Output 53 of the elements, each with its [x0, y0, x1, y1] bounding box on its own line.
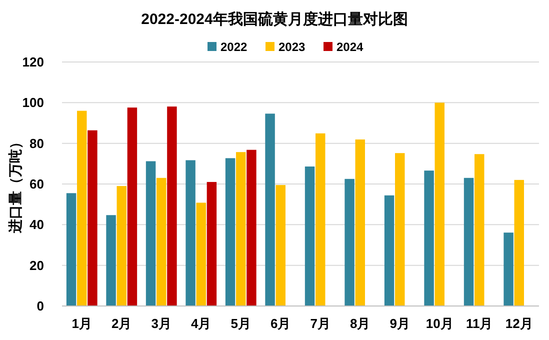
legend-label: 2024 — [336, 40, 364, 54]
bar — [474, 154, 484, 306]
x-tick-label: 10月 — [426, 316, 454, 331]
y-tick-label: 120 — [22, 54, 44, 70]
bar — [276, 185, 286, 306]
x-tick-label: 6月 — [270, 316, 291, 331]
bar — [156, 178, 166, 306]
bar — [66, 193, 76, 306]
bar — [504, 232, 514, 306]
bar — [355, 139, 365, 306]
y-tick-label: 0 — [36, 298, 44, 314]
bar — [77, 110, 87, 306]
bar — [88, 130, 98, 306]
bar — [186, 160, 196, 306]
bar — [225, 158, 236, 306]
x-tick-label: 2月 — [112, 316, 132, 331]
bar — [246, 150, 256, 306]
y-tick-label: 40 — [30, 217, 44, 232]
y-tick-label: 100 — [22, 95, 44, 110]
bar — [196, 202, 206, 306]
x-tick-label: 1月 — [72, 316, 92, 331]
x-tick-label: 4月 — [191, 316, 212, 331]
x-tick-label: 12月 — [505, 316, 533, 331]
bar — [424, 170, 434, 306]
x-tick-label: 9月 — [390, 316, 410, 331]
y-axis-title: 进口量（万吨） — [7, 135, 23, 234]
bar — [304, 166, 315, 306]
y-tick-label: 20 — [30, 258, 44, 273]
bar — [395, 153, 405, 306]
bar — [384, 195, 394, 306]
bar — [116, 186, 126, 306]
bar — [464, 178, 474, 306]
bar — [265, 114, 275, 306]
bar — [127, 108, 138, 306]
x-tick-label: 11月 — [466, 316, 493, 331]
bar — [236, 152, 246, 306]
bar — [167, 106, 177, 306]
legend-label: 2022 — [220, 40, 248, 54]
x-tick-label: 8月 — [350, 316, 370, 331]
bar — [146, 161, 156, 306]
y-tick-label: 60 — [30, 176, 44, 192]
legend-label: 2023 — [278, 40, 306, 54]
x-tick-label: 7月 — [310, 316, 330, 331]
bar — [206, 182, 217, 306]
bar — [106, 215, 116, 306]
y-tick-label: 80 — [30, 136, 44, 151]
chart-title: 2022-2024年我国硫黄月度进口量对比图 — [141, 10, 408, 28]
x-tick-label: 3月 — [151, 316, 172, 331]
bar — [316, 133, 326, 306]
x-tick-label: 5月 — [230, 316, 251, 331]
bar — [434, 102, 444, 306]
bar — [514, 180, 524, 306]
bar — [344, 178, 354, 306]
